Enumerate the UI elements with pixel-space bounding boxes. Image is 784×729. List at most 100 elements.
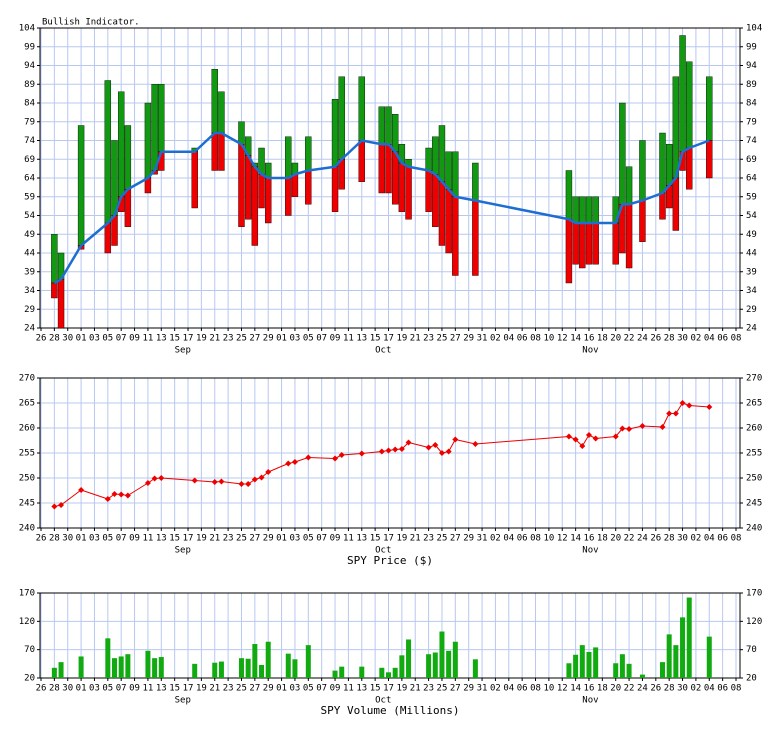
x-tick-label: 25 bbox=[437, 684, 448, 694]
x-tick-label: 11 bbox=[343, 684, 354, 694]
x-tick-label: 29 bbox=[463, 334, 474, 344]
x-tick-label: 16 bbox=[584, 534, 595, 544]
x-tick-label: 19 bbox=[196, 334, 207, 344]
price-point bbox=[385, 447, 392, 454]
month-label: Oct bbox=[375, 546, 391, 556]
month-label: Nov bbox=[582, 346, 598, 356]
x-tick-label: 09 bbox=[129, 684, 140, 694]
y-tick-label: 89 bbox=[746, 80, 757, 90]
volume-bar bbox=[125, 654, 131, 678]
bar-down bbox=[659, 192, 666, 220]
bar-down bbox=[572, 222, 579, 265]
y-tick-label: 245 bbox=[746, 499, 762, 509]
x-tick-label: 23 bbox=[423, 334, 434, 344]
price-point bbox=[392, 446, 399, 453]
x-tick-label: 21 bbox=[209, 684, 220, 694]
y-tick-label: 64 bbox=[24, 174, 35, 184]
y-tick-label: 260 bbox=[19, 424, 35, 434]
volume-bar bbox=[265, 641, 271, 678]
price-point bbox=[265, 469, 272, 475]
price-point bbox=[572, 436, 579, 443]
bar-up bbox=[144, 102, 152, 179]
price-point bbox=[58, 502, 65, 508]
x-tick-label: 21 bbox=[410, 684, 421, 694]
x-tick-label: 19 bbox=[396, 534, 407, 544]
y-tick-label: 89 bbox=[24, 80, 35, 90]
x-tick-label: 26 bbox=[650, 684, 661, 694]
bar-down bbox=[425, 170, 432, 212]
x-tick-label: 26 bbox=[650, 334, 661, 344]
x-tick-label: 08 bbox=[530, 334, 541, 344]
bar-up bbox=[211, 69, 218, 134]
x-tick-label: 05 bbox=[303, 534, 314, 544]
volume-bar bbox=[432, 652, 438, 678]
bar-up bbox=[572, 196, 579, 224]
x-tick-label: 10 bbox=[543, 684, 554, 694]
price-point bbox=[619, 425, 626, 432]
bar-up bbox=[625, 166, 633, 205]
price-point bbox=[332, 455, 339, 462]
y-tick-label: 240 bbox=[746, 524, 762, 534]
bar-down bbox=[331, 166, 339, 212]
x-tick-label: 28 bbox=[49, 684, 60, 694]
x-tick-label: 31 bbox=[477, 684, 488, 694]
bar-up bbox=[665, 144, 673, 186]
bar-down bbox=[111, 215, 118, 246]
x-tick-label: 13 bbox=[356, 684, 367, 694]
price-point bbox=[118, 491, 125, 498]
bar-up bbox=[331, 99, 339, 167]
bar-up bbox=[338, 76, 345, 160]
y-tick-label: 34 bbox=[24, 286, 35, 296]
price-point bbox=[679, 400, 686, 406]
price-point bbox=[124, 492, 131, 499]
price-point bbox=[378, 448, 385, 455]
y-tick-label: 250 bbox=[19, 474, 35, 484]
x-tick-label: 30 bbox=[677, 684, 688, 694]
price-point bbox=[425, 444, 432, 451]
bar-down bbox=[358, 140, 365, 182]
bar-up bbox=[619, 102, 626, 205]
volume-bar bbox=[706, 636, 712, 678]
x-tick-label: 03 bbox=[89, 334, 100, 344]
bar-down bbox=[251, 166, 259, 246]
x-tick-label: 11 bbox=[143, 684, 154, 694]
y-tick-label: 34 bbox=[746, 286, 757, 296]
price-point bbox=[659, 424, 666, 430]
volume-bar bbox=[472, 659, 478, 678]
x-tick-label: 02 bbox=[490, 334, 501, 344]
x-tick-label: 26 bbox=[650, 534, 661, 544]
x-tick-label: 06 bbox=[517, 334, 528, 344]
bar-up bbox=[358, 76, 365, 141]
x-tick-label: 17 bbox=[383, 534, 394, 544]
volume-bar bbox=[305, 645, 311, 678]
x-tick-label: 15 bbox=[169, 334, 180, 344]
indicator-line bbox=[53, 131, 710, 285]
x-tick-label: 03 bbox=[290, 334, 301, 344]
bar-down bbox=[686, 147, 693, 190]
y-tick-label: 104 bbox=[746, 24, 762, 34]
x-tick-label: 01 bbox=[276, 334, 287, 344]
y-tick-label: 104 bbox=[19, 24, 35, 34]
bar-up bbox=[378, 106, 386, 145]
volume-bar bbox=[292, 659, 298, 678]
y-tick-label: 44 bbox=[746, 249, 757, 259]
y-tick-label: 70 bbox=[24, 645, 35, 655]
x-tick-label: 11 bbox=[343, 334, 354, 344]
x-tick-label: 27 bbox=[249, 334, 260, 344]
price-point bbox=[245, 481, 252, 487]
y-tick-label: 64 bbox=[746, 174, 757, 184]
price-point bbox=[565, 433, 572, 440]
plot-frame bbox=[39, 27, 741, 329]
x-tick-label: 14 bbox=[570, 334, 581, 344]
bar-down bbox=[639, 200, 646, 242]
x-tick-label: 02 bbox=[690, 534, 701, 544]
price-point bbox=[358, 450, 365, 457]
x-tick-label: 23 bbox=[423, 534, 434, 544]
x-tick-label: 10 bbox=[543, 534, 554, 544]
bar-up bbox=[452, 151, 459, 197]
price-point bbox=[672, 410, 679, 417]
y-tick-label: 59 bbox=[24, 192, 35, 202]
y-tick-label: 170 bbox=[19, 589, 35, 599]
volume-bar bbox=[619, 654, 625, 678]
x-tick-label: 01 bbox=[76, 684, 87, 694]
